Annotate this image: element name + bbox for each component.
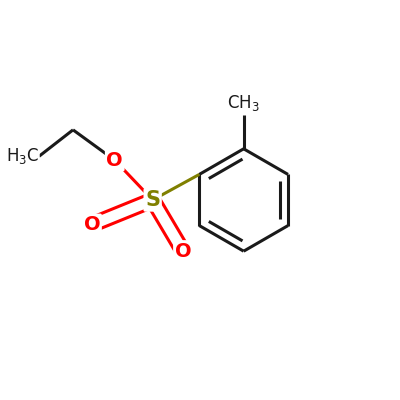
Text: H$_3$C: H$_3$C [6, 146, 39, 166]
Text: O: O [175, 242, 191, 261]
Text: O: O [84, 215, 100, 234]
Text: CH$_3$: CH$_3$ [227, 93, 260, 113]
Text: O: O [106, 151, 123, 170]
Text: S: S [145, 190, 160, 210]
